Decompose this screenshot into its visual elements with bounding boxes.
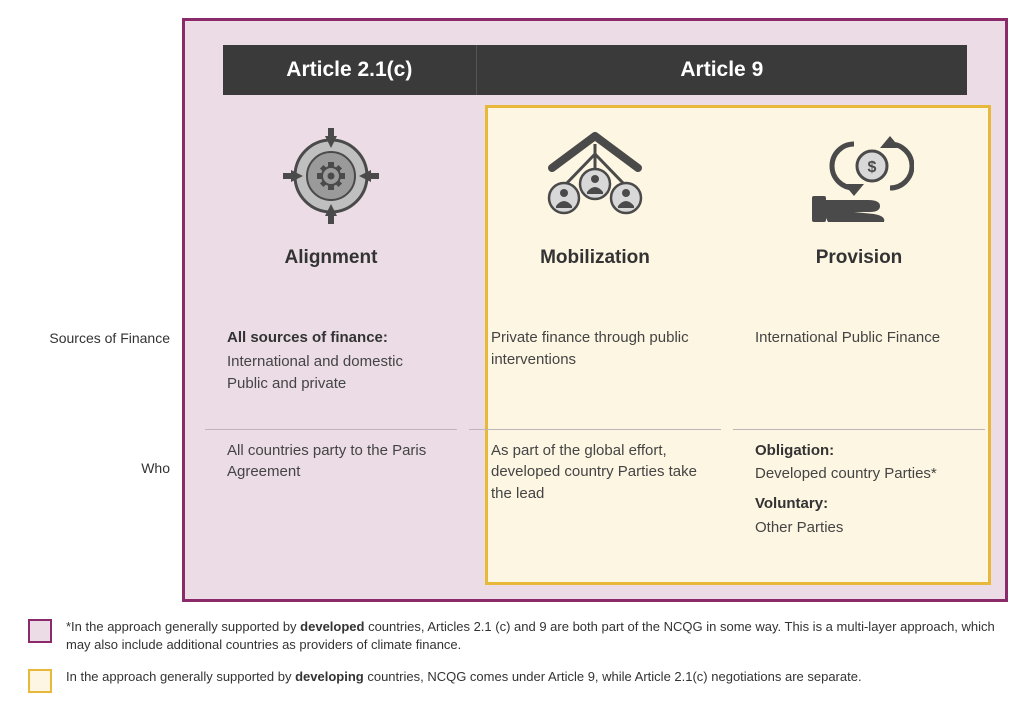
footnotes: *In the approach generally supported by … bbox=[28, 618, 996, 707]
cell-provision-sources: International Public Finance bbox=[733, 317, 985, 429]
row-label-sources: Sources of Finance bbox=[10, 330, 170, 346]
alignment-icon bbox=[281, 121, 381, 231]
provision-obligation-label: Obligation: bbox=[755, 440, 969, 462]
row-label-who: Who bbox=[10, 460, 170, 476]
col-title-alignment: Alignment bbox=[285, 247, 378, 269]
footnote-developing-text: In the approach generally supported by d… bbox=[66, 668, 862, 686]
fn1-pre: *In the approach generally supported by bbox=[66, 619, 300, 634]
svg-text:$: $ bbox=[868, 159, 877, 176]
alignment-sources-l2: Public and private bbox=[227, 373, 441, 395]
provision-voluntary-text: Other Parties bbox=[755, 519, 843, 536]
fn2-pre: In the approach generally supported by bbox=[66, 669, 295, 684]
cell-mobilization-sources: Private finance through public intervent… bbox=[469, 317, 721, 429]
provision-voluntary-label: Voluntary: bbox=[755, 493, 969, 515]
col-title-mobilization: Mobilization bbox=[540, 247, 650, 269]
cell-alignment-who: All countries party to the Paris Agreeme… bbox=[205, 429, 457, 581]
footnote-developed-text: *In the approach generally supported by … bbox=[66, 618, 996, 654]
content-grid: Alignment bbox=[205, 117, 985, 581]
col-title-provision: Provision bbox=[816, 247, 903, 269]
header-article-9: Article 9 bbox=[476, 45, 967, 95]
provision-icon: $ bbox=[804, 121, 914, 231]
fn1-bold: developed bbox=[300, 619, 364, 634]
col-provision: $ Provision bbox=[733, 117, 985, 317]
cell-provision-who: Obligation: Developed country Parties* V… bbox=[733, 429, 985, 581]
fn2-bold: developing bbox=[295, 669, 364, 684]
mobilization-icon bbox=[540, 121, 650, 231]
footnote-developing: In the approach generally supported by d… bbox=[28, 668, 996, 693]
cell-mobilization-who: As part of the global effort, developed … bbox=[469, 429, 721, 581]
cell-alignment-sources: All sources of finance: International an… bbox=[205, 317, 457, 429]
col-alignment: Alignment bbox=[205, 117, 457, 317]
provision-obligation-text: Developed country Parties* bbox=[755, 465, 937, 482]
swatch-purple bbox=[28, 619, 52, 643]
alignment-sources-l1: International and domestic bbox=[227, 351, 441, 373]
header-article-21c: Article 2.1(c) bbox=[223, 45, 476, 95]
footnote-developed: *In the approach generally supported by … bbox=[28, 618, 996, 654]
outer-diagram-box: Article 2.1(c) Article 9 bbox=[182, 18, 1008, 602]
header-bar: Article 2.1(c) Article 9 bbox=[223, 45, 967, 95]
fn2-post: countries, NCQG comes under Article 9, w… bbox=[364, 669, 862, 684]
col-mobilization: Mobilization bbox=[469, 117, 721, 317]
swatch-yellow bbox=[28, 669, 52, 693]
alignment-sources-head: All sources of finance: bbox=[227, 327, 441, 349]
